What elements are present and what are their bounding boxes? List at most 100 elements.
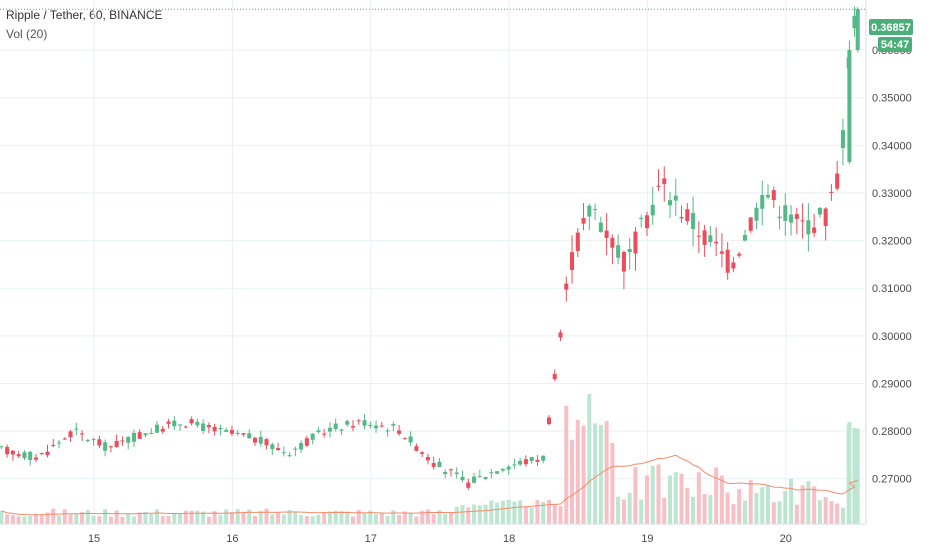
volume-bar [691,496,696,524]
candle-up [852,15,857,29]
candlesticks [0,6,860,490]
candle-down [552,373,557,380]
candle-down [835,173,840,189]
volume-bar [570,439,575,524]
volume-bar [80,511,85,524]
candle-up [855,9,860,51]
volume-bar [855,428,860,524]
volume-bar [368,510,373,524]
volume-bar [823,497,828,524]
volume-bar [22,516,27,524]
time-axis[interactable]: 15 16 17 18 19 20 [88,533,792,545]
volume-bar [252,515,258,524]
candle-up [500,468,505,471]
volume-bar [97,516,102,524]
volume-bar [414,516,419,524]
volume-bar [650,465,655,524]
volume-bar [201,511,206,524]
candle-down [644,215,649,229]
candle-down [114,440,119,447]
candle-up [85,439,90,441]
candle-up [201,423,206,431]
candle-up [103,442,108,451]
candle-down [564,283,569,290]
candle-up [847,50,852,162]
price-axis[interactable]: 0.27000 0.28000 0.29000 0.30000 0.31000 0.320… [872,45,912,486]
candle-up [310,433,315,440]
volume-bar [218,515,223,524]
volume-bar [719,475,724,524]
volume-bar [437,510,442,524]
candle-down [212,426,217,432]
candle-down [575,232,580,251]
volume-indicator-label[interactable]: Vol (20) [6,27,48,41]
volume-bar [852,427,857,524]
last-price-badge [869,19,913,35]
volume-bar [644,475,649,524]
candle-down [206,425,211,428]
candle-down [5,446,10,455]
candle-down [604,230,609,239]
volume-bar [472,504,477,524]
volume-bar [731,504,736,524]
volume-bar [425,509,430,524]
candle-up [443,471,448,475]
price-tick-label: 0.27000 [872,474,912,486]
candle-up [339,429,344,431]
last-price-badge-text: 0.36857 [871,22,911,34]
candle-down [241,433,246,435]
volume-bar [552,504,557,524]
volume-bar [68,514,73,524]
candle-up [0,446,4,448]
volume-bar [154,509,160,524]
candle-down [448,469,454,471]
volume-bar [598,424,603,524]
candle-down [466,482,471,488]
candle-up [293,448,298,450]
volume-bar [518,500,523,524]
volume-bar [293,512,298,524]
volume-bar [633,467,638,524]
candle-up [437,461,442,467]
volume-bar [62,509,67,524]
candle-up [506,466,511,470]
chart-title: Ripple / Tether, 60, BINANCE [6,8,163,22]
volume-bar [500,500,505,524]
volume-bar [771,502,776,524]
volume-bar [195,510,200,524]
candle-down [523,459,528,465]
volume-moving-average-line [1,454,858,516]
candle-up [639,217,644,219]
volume-bar [143,511,148,524]
volume-bar [454,506,459,524]
chart-grid [0,0,866,524]
candle-down [621,251,626,272]
volume-bar [356,510,361,524]
volume-bar [166,515,171,524]
volume-bar [483,504,488,524]
volume-bar [247,509,252,524]
volume-bar [45,512,50,524]
volume-bar [523,507,528,524]
price-tick-label: 0.34000 [872,140,912,152]
volume-bar [28,515,33,524]
candle-down [702,230,707,245]
candle-up [460,476,465,481]
volume-bar [806,481,811,524]
volume-bar [178,513,183,524]
volume-bar [316,514,321,524]
volume-bar [789,479,794,524]
candle-down [252,437,258,443]
volume-bar [443,513,448,524]
candle-up [529,457,534,461]
volume-bar [5,514,10,524]
volume-bar [742,500,747,524]
candle-down [166,421,171,424]
time-tick-label: 15 [88,533,100,545]
candle-down [120,440,125,442]
candle-down [414,446,419,451]
candle-up [91,439,96,441]
candle-up [587,205,592,217]
price-tick-label: 0.29000 [872,378,912,390]
